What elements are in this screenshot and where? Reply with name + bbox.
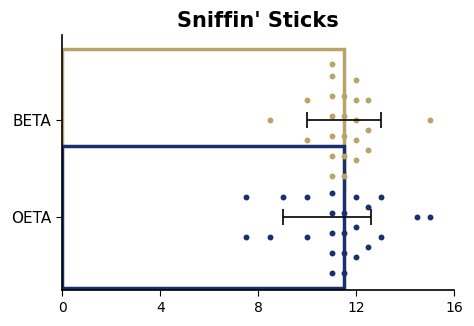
Point bbox=[267, 117, 274, 122]
Point bbox=[426, 215, 433, 220]
Point bbox=[328, 251, 336, 256]
Point bbox=[352, 157, 360, 162]
Point bbox=[340, 271, 348, 276]
Point bbox=[365, 97, 372, 102]
Title: Sniffin' Sticks: Sniffin' Sticks bbox=[177, 11, 339, 31]
Point bbox=[303, 195, 311, 200]
Point bbox=[352, 97, 360, 102]
Point bbox=[352, 77, 360, 82]
Point bbox=[352, 225, 360, 230]
Point bbox=[352, 255, 360, 260]
Point bbox=[328, 93, 336, 98]
Point bbox=[352, 195, 360, 200]
Point bbox=[279, 195, 286, 200]
Point bbox=[340, 113, 348, 118]
Point bbox=[328, 153, 336, 158]
Point bbox=[426, 117, 433, 122]
Point bbox=[303, 97, 311, 102]
Point bbox=[365, 147, 372, 152]
Point bbox=[340, 133, 348, 138]
Point bbox=[340, 211, 348, 216]
Point bbox=[365, 127, 372, 132]
Point bbox=[340, 251, 348, 256]
Point bbox=[328, 73, 336, 79]
Point bbox=[352, 137, 360, 142]
Point bbox=[328, 271, 336, 276]
Point bbox=[365, 205, 372, 210]
Point bbox=[377, 195, 384, 200]
Point bbox=[328, 61, 336, 67]
Point bbox=[267, 235, 274, 240]
Point bbox=[242, 195, 250, 200]
Bar bbox=[63, 49, 344, 191]
Point bbox=[340, 153, 348, 158]
Point bbox=[413, 215, 421, 220]
Point bbox=[340, 173, 348, 178]
Point bbox=[328, 173, 336, 178]
Point bbox=[328, 231, 336, 236]
Point bbox=[377, 235, 384, 240]
Point bbox=[340, 93, 348, 98]
Point bbox=[365, 244, 372, 250]
Point bbox=[328, 211, 336, 216]
Bar bbox=[63, 146, 344, 288]
Point bbox=[328, 113, 336, 118]
Point bbox=[352, 117, 360, 122]
Point bbox=[328, 191, 336, 196]
Point bbox=[303, 235, 311, 240]
Point bbox=[303, 137, 311, 142]
Point bbox=[328, 133, 336, 138]
Point bbox=[340, 231, 348, 236]
Point bbox=[242, 235, 250, 240]
